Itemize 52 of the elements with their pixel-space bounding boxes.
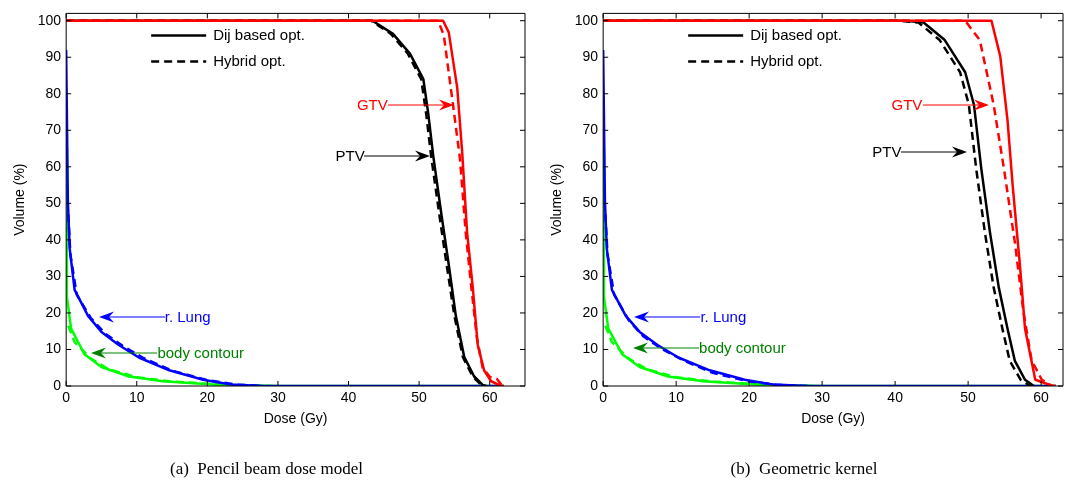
x-tick-label: 50 [960,389,977,406]
y-tick-label: 80 [45,84,62,101]
y-tick-label: 40 [582,230,599,247]
y-tick-label: 0 [53,376,62,393]
text: (a) Pencil beam dose model [169,459,364,479]
y-tick-label: 60 [45,157,62,174]
y-tick-label: 90 [582,48,599,65]
annotation: PTV [872,143,902,162]
y-tick-label: 50 [45,194,62,211]
annotation: r. Lung [164,307,211,326]
x-tick-label: 30 [814,389,831,406]
x-axis-title: Dose (Gy) [801,410,865,427]
y-tick-label: 50 [582,194,599,211]
x-tick-label: 60 [481,389,498,406]
annotation: body contour [699,339,786,358]
legend-label: Dij based opt. [750,25,842,43]
y-tick-label: 10 [45,340,62,357]
y-tick-label: 20 [45,303,62,320]
annotation: r. Lung [700,307,747,326]
x-tick-label: 50 [411,389,428,406]
x-tick-label: 40 [887,389,904,406]
y-axis-title: Volume (%) [548,163,565,236]
y-tick-label: 30 [582,267,599,284]
x-tick-label: 20 [741,389,758,406]
legend-label: Dij based opt. [213,25,305,43]
y-tick-label: 100 [37,11,62,28]
y-tick-label: 40 [45,230,62,247]
y-tick-label: 60 [582,157,599,174]
y-tick-label: 20 [582,303,599,320]
y-axis-title: Volume (%) [11,163,28,236]
annotation: GTV [356,95,388,114]
legend-label: Hybrid opt. [750,51,823,69]
x-tick-label: 10 [668,389,685,406]
y-tick-label: 100 [574,11,599,28]
x-tick-label: 30 [270,389,286,406]
annotation: GTV [891,95,923,114]
y-tick-label: 70 [45,121,62,138]
y-tick-label: 90 [45,48,62,65]
x-axis-title: Dose (Gy) [263,410,328,427]
y-tick-label: 70 [582,121,599,138]
y-tick-label: 0 [590,376,599,393]
y-tick-label: 10 [582,340,599,357]
annotation: PTV [335,146,365,165]
y-tick-label: 80 [582,84,599,101]
annotation: body contour [157,344,245,363]
legend-label: Hybrid opt. [213,51,286,69]
y-tick-label: 30 [45,267,62,284]
x-tick-label: 40 [340,389,357,406]
x-tick-label: 60 [1033,389,1050,406]
x-tick-label: 10 [128,389,145,406]
x-tick-label: 20 [199,389,216,406]
text: (b) Geometric kernel [730,459,878,479]
